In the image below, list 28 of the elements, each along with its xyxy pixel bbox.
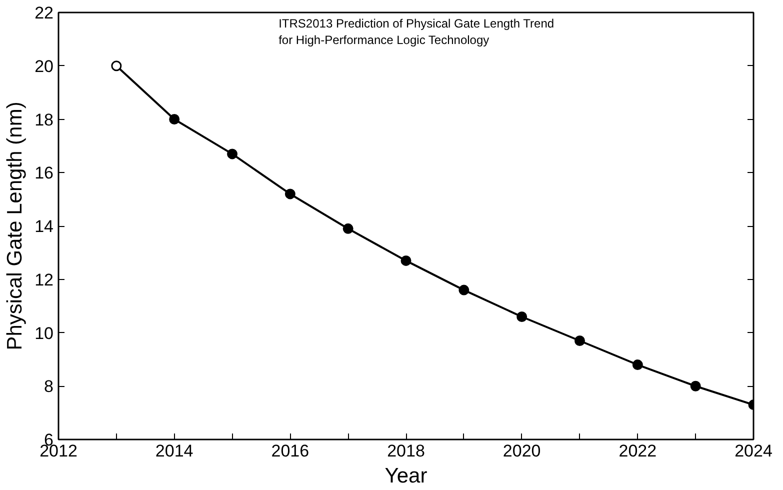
y-tick-label: 12 — [34, 270, 54, 290]
point — [574, 336, 585, 346]
y-axis-title: Physical Gate Length (nm) — [4, 102, 27, 350]
x-tick-label: 2016 — [271, 442, 310, 460]
y-tick-label: 18 — [34, 110, 54, 130]
x-tick-label: 2014 — [155, 442, 194, 460]
point — [111, 60, 122, 72]
point — [169, 114, 180, 124]
point — [690, 380, 701, 392]
x-axis-title: Year — [384, 464, 428, 488]
point — [632, 360, 643, 370]
annotation: ITRS2013 Prediction of Physical Gate Length Trend for High-Performance Logic Technology — [278, 16, 554, 48]
point — [400, 255, 412, 266]
x-tick-label: 2022 — [618, 442, 657, 460]
point — [227, 148, 238, 160]
x-tick-label: 2024 — [734, 442, 772, 460]
point — [458, 284, 470, 296]
y-tick-label: 20 — [34, 56, 54, 76]
point — [342, 223, 354, 234]
y-tick-label: 14 — [34, 217, 54, 236]
x-tick-label: 2020 — [502, 442, 541, 460]
y-tick-label: 8 — [44, 377, 54, 396]
point — [284, 188, 296, 200]
point — [516, 311, 528, 322]
y-tick-label: 16 — [34, 164, 54, 183]
y-tick-label: 22 — [34, 4, 54, 22]
x-tick-label: 2018 — [387, 442, 425, 460]
y-tick-label: 10 — [34, 324, 54, 343]
